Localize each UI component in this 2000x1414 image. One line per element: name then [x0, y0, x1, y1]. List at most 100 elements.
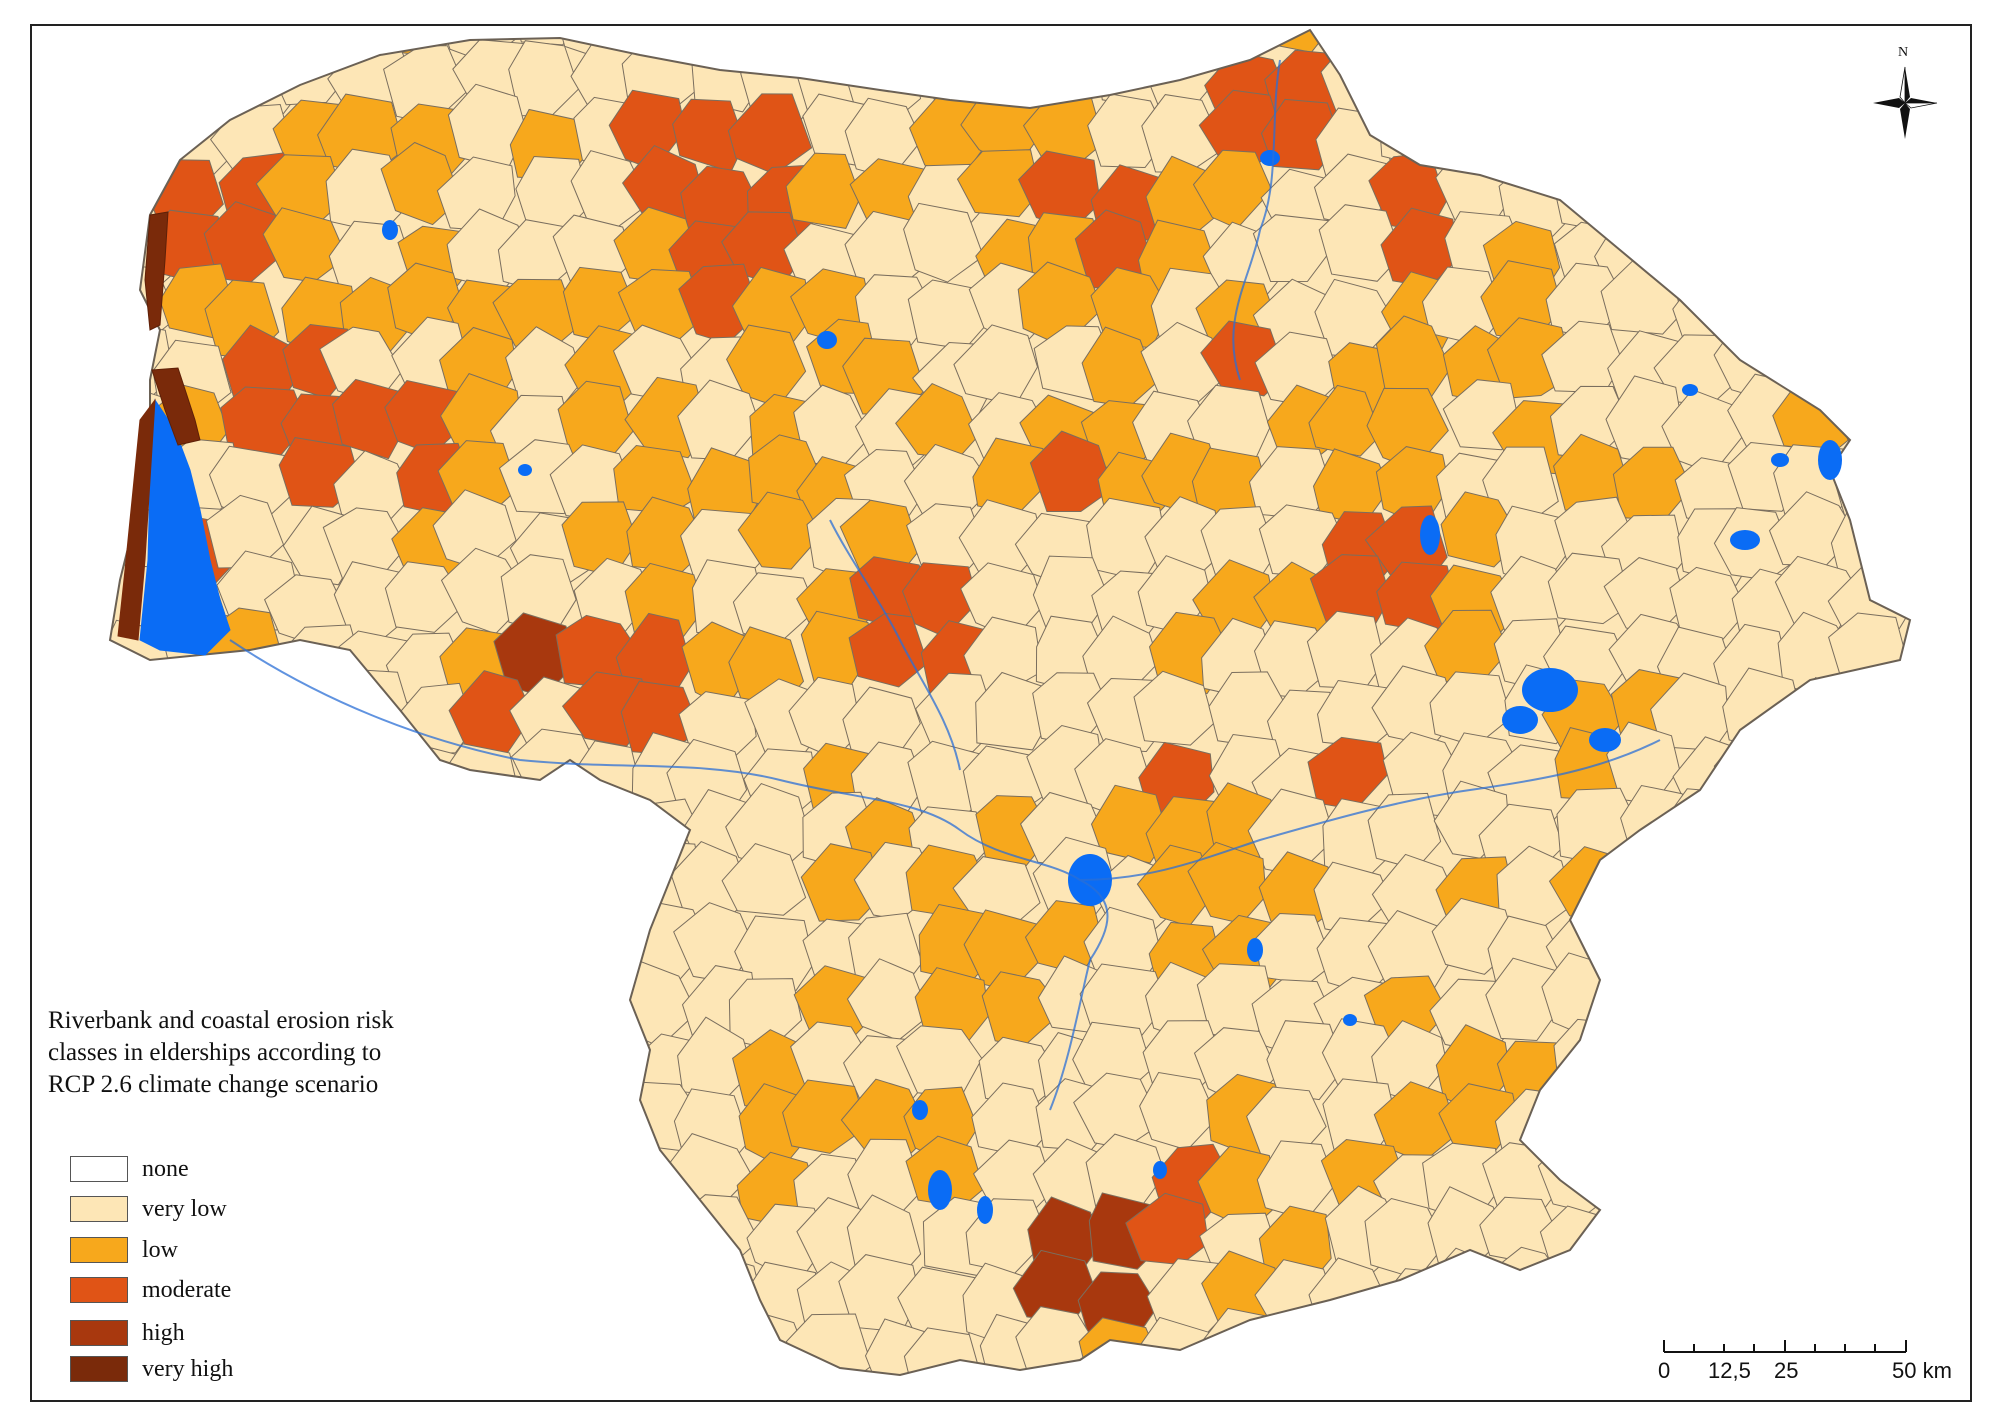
title-line: classes in elderships according to: [48, 1039, 382, 1066]
eldership-region: [1725, 787, 1804, 870]
eldership-region: [1430, 50, 1505, 125]
eldership-region: [110, 31, 131, 110]
eldership-region: [1133, 670, 1215, 746]
eldership-region: [1677, 897, 1754, 984]
eldership-region: [1721, 1212, 1807, 1291]
eldership-region: [549, 1077, 628, 1160]
eldership-region: [1668, 1077, 1749, 1154]
eldership-region: [110, 728, 175, 810]
eldership-region: [1729, 1033, 1807, 1115]
legend-label: low: [142, 1237, 178, 1263]
eldership-region: [1654, 975, 1731, 1058]
eldership-region: [1605, 30, 1685, 44]
eldership-region: [498, 967, 587, 1044]
eldership-region: [547, 1135, 629, 1208]
eldership-region: [1597, 1083, 1670, 1163]
eldership-region: [1601, 840, 1689, 918]
eldership-region: [501, 914, 575, 988]
country-border: [108, 28, 1912, 1377]
legend-label: none: [142, 1156, 189, 1182]
eldership-region: [1543, 1258, 1620, 1337]
eldership-region: [267, 913, 349, 997]
eldership-region: [395, 1250, 470, 1323]
eldership-region: [383, 785, 467, 865]
eldership-region: [1252, 214, 1332, 283]
eldership-region: [509, 1195, 590, 1280]
legend-swatch: [70, 1320, 128, 1346]
eldership-region: [110, 386, 126, 468]
eldership-region: [1847, 162, 1910, 238]
legend-item-none: none: [70, 1152, 330, 1186]
legend-item-very-high: very high: [70, 1352, 330, 1386]
eldership-region: [110, 30, 175, 64]
eldership-region: [1766, 99, 1852, 186]
eldership-region: [1781, 846, 1861, 925]
eldership-region: [570, 1206, 650, 1288]
eldership-region: [679, 1251, 764, 1338]
eldership-region: [1266, 1020, 1346, 1101]
eldership-region: [153, 901, 235, 985]
eldership-region: [1837, 1023, 1910, 1102]
eldership-region: [1718, 1249, 1806, 1327]
eldership-region: [1716, 962, 1799, 1039]
eldership-region: [320, 1253, 410, 1334]
eldership-region: [381, 743, 463, 820]
eldership-region: [1029, 430, 1114, 512]
eldership-region: [551, 853, 634, 930]
eldership-region: [1781, 161, 1863, 238]
eldership-region: [146, 857, 233, 932]
eldership-region: [560, 910, 638, 991]
eldership-region: [1668, 46, 1748, 122]
scale-tick-label: 12,5: [1708, 1358, 1751, 1383]
eldership-region: [110, 30, 119, 61]
eldership-region: [217, 862, 298, 936]
eldership-region: [1611, 98, 1692, 173]
eldership-region: [282, 685, 365, 756]
eldership-region: [1790, 798, 1870, 877]
eldership-region: [158, 728, 240, 815]
eldership-region: [1842, 1146, 1910, 1224]
legend-item-high: high: [70, 1316, 330, 1350]
eldership-region: [1723, 217, 1800, 293]
eldership-region: [1675, 30, 1751, 64]
eldership-region: [1795, 677, 1869, 757]
scale-tick-label: 0: [1658, 1358, 1671, 1383]
eldership-region: [1487, 87, 1574, 161]
eldership-region: [1432, 103, 1515, 177]
eldership-region: [110, 743, 133, 816]
eldership-region: [110, 687, 180, 765]
eldership-region: [845, 30, 932, 65]
eldership-region: [1602, 161, 1679, 247]
legend-swatch: [70, 1356, 128, 1382]
eldership-region: [267, 31, 346, 106]
eldership-region: [1772, 373, 1860, 452]
eldership-region: [1078, 1317, 1159, 1375]
eldership-region: [1791, 1134, 1866, 1215]
eldership-region: [1722, 848, 1794, 931]
eldership-region: [1852, 30, 1910, 51]
eldership-region: [283, 30, 363, 59]
eldership-region: [388, 1195, 471, 1269]
eldership-region: [1660, 161, 1748, 244]
eldership-region: [1667, 788, 1741, 865]
eldership-region: [28, 848, 109, 925]
legend-swatch: [70, 1156, 128, 1182]
legend-item-low: low: [70, 1233, 330, 1267]
eldership-region: [782, 1079, 868, 1154]
legend-swatch: [70, 1196, 128, 1222]
eldership-region: [221, 30, 305, 61]
eldership-region: [110, 903, 178, 993]
eldership-region: [110, 46, 176, 120]
eldership-region: [205, 727, 291, 801]
eldership-region: [1260, 1318, 1341, 1375]
eldership-region: [224, 901, 303, 977]
eldership-region: [149, 781, 233, 871]
eldership-region: [1831, 274, 1910, 354]
eldership-region: [155, 30, 247, 52]
eldership-region: [1308, 384, 1382, 457]
eldership-region: [438, 909, 523, 993]
eldership-region: [511, 859, 600, 941]
eldership-region: [1824, 953, 1905, 1037]
eldership-region: [1790, 962, 1866, 1045]
eldership-region: [1366, 30, 1453, 60]
